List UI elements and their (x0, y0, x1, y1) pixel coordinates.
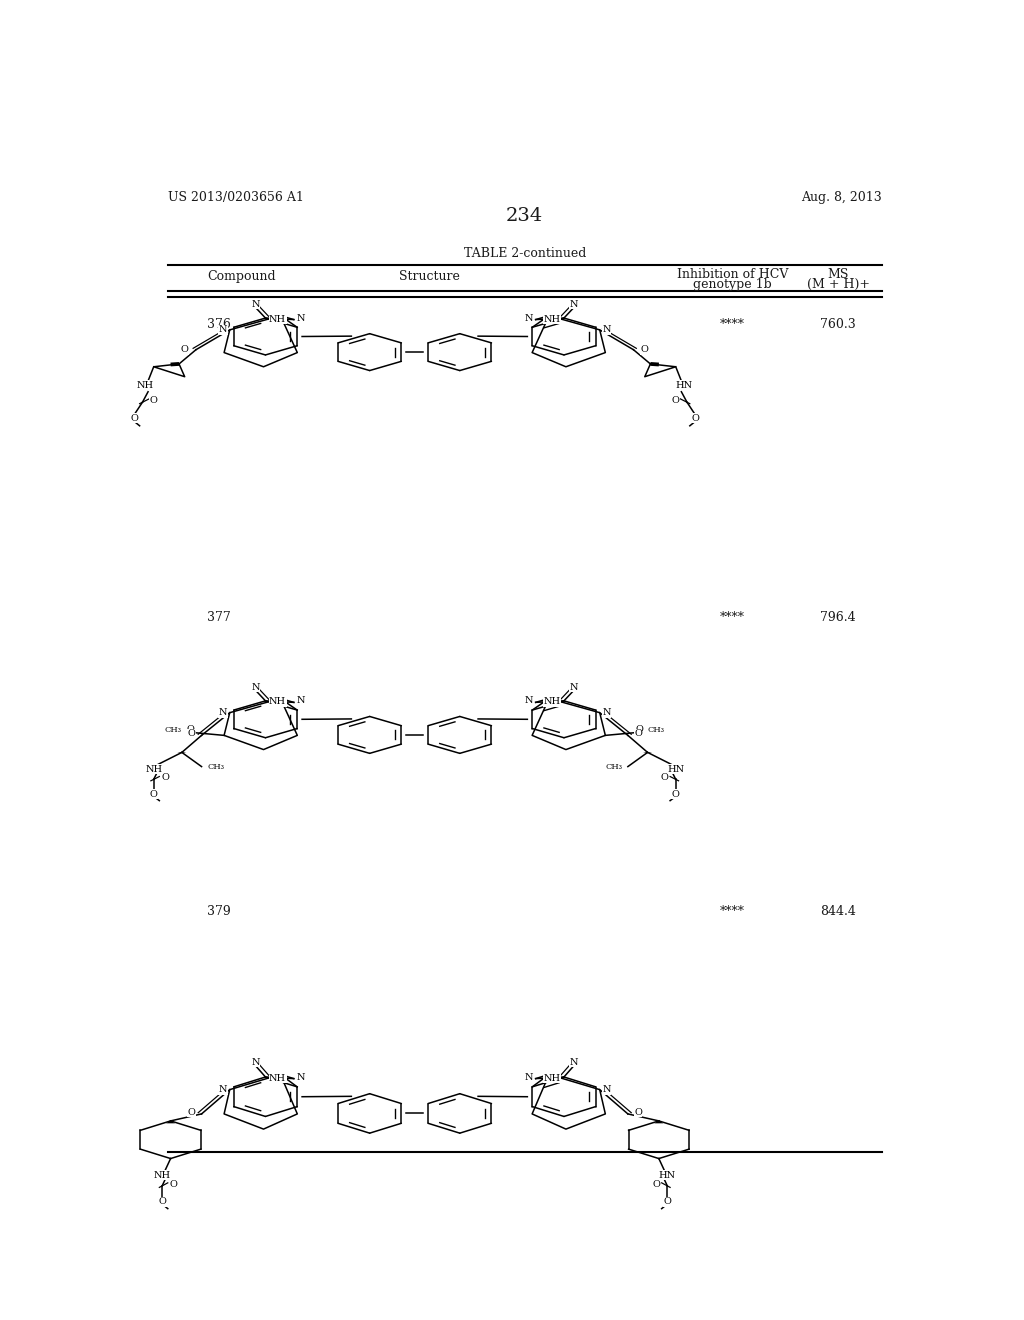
Text: Inhibition of HCV: Inhibition of HCV (677, 268, 788, 281)
Text: N: N (569, 682, 579, 692)
Text: O: O (691, 414, 699, 422)
Text: Aug. 8, 2013: Aug. 8, 2013 (801, 191, 882, 203)
Text: MS: MS (827, 268, 849, 281)
Text: CH₃: CH₃ (605, 763, 623, 771)
Text: 377: 377 (207, 611, 231, 623)
Text: N: N (251, 300, 260, 309)
Text: N: N (602, 1085, 610, 1094)
Text: N: N (219, 1085, 227, 1094)
Text: N: N (296, 1073, 305, 1081)
Text: O: O (652, 1180, 659, 1189)
Text: 844.4: 844.4 (820, 906, 856, 919)
Text: ****: **** (720, 318, 745, 331)
Text: N: N (524, 314, 534, 322)
Text: 379: 379 (207, 906, 231, 919)
Text: N: N (569, 300, 579, 309)
Text: O: O (181, 346, 188, 354)
Text: O: O (634, 1107, 642, 1117)
Text: NH: NH (269, 314, 286, 323)
Text: O: O (635, 725, 643, 734)
Text: N: N (602, 708, 610, 717)
Text: O: O (634, 730, 642, 738)
Text: US 2013/0203656 A1: US 2013/0203656 A1 (168, 191, 303, 203)
Text: Compound: Compound (207, 271, 276, 284)
Text: N: N (296, 314, 305, 322)
Text: O: O (664, 1197, 671, 1206)
Text: O: O (660, 774, 669, 783)
Text: NH: NH (544, 1073, 560, 1082)
Polygon shape (654, 1121, 664, 1123)
Text: N: N (251, 1057, 260, 1067)
Text: O: O (672, 396, 680, 405)
Text: O: O (187, 730, 196, 738)
Text: NH: NH (544, 697, 560, 706)
Text: N: N (524, 1073, 534, 1081)
Text: HN: HN (668, 764, 684, 774)
Text: HN: HN (676, 380, 693, 389)
Text: 234: 234 (506, 207, 544, 226)
Text: O: O (159, 1197, 166, 1206)
Text: Structure: Structure (399, 271, 460, 284)
Text: O: O (672, 789, 680, 799)
Text: N: N (296, 697, 305, 705)
Text: N: N (569, 1057, 579, 1067)
Text: O: O (150, 789, 158, 799)
Text: NH: NH (269, 697, 286, 706)
Text: CH₃: CH₃ (165, 726, 182, 734)
Text: 796.4: 796.4 (820, 611, 856, 623)
Text: N: N (219, 708, 227, 717)
Text: O: O (150, 396, 158, 405)
Text: O: O (170, 1180, 177, 1189)
Text: NH: NH (269, 1073, 286, 1082)
Text: ****: **** (720, 611, 745, 623)
Text: N: N (251, 682, 260, 692)
Text: NH: NH (154, 1171, 171, 1180)
Text: TABLE 2-continued: TABLE 2-continued (464, 247, 586, 260)
Text: N: N (602, 325, 610, 334)
Text: 376: 376 (207, 318, 231, 331)
Text: N: N (219, 325, 227, 334)
Text: HN: HN (658, 1171, 676, 1180)
Text: NH: NH (544, 314, 560, 323)
Text: NH: NH (136, 380, 154, 389)
Text: O: O (130, 414, 138, 422)
Text: O: O (186, 725, 195, 734)
Polygon shape (166, 1121, 175, 1123)
Text: CH₃: CH₃ (647, 726, 665, 734)
Text: NH: NH (145, 764, 162, 774)
Text: O: O (187, 1107, 196, 1117)
Text: (M + H)+: (M + H)+ (807, 279, 869, 292)
Text: genotype 1b: genotype 1b (693, 279, 772, 292)
Text: 760.3: 760.3 (820, 318, 856, 331)
Text: ****: **** (720, 906, 745, 919)
Text: O: O (161, 774, 169, 783)
Text: O: O (641, 346, 648, 354)
Text: CH₃: CH₃ (207, 763, 224, 771)
Text: N: N (524, 697, 534, 705)
